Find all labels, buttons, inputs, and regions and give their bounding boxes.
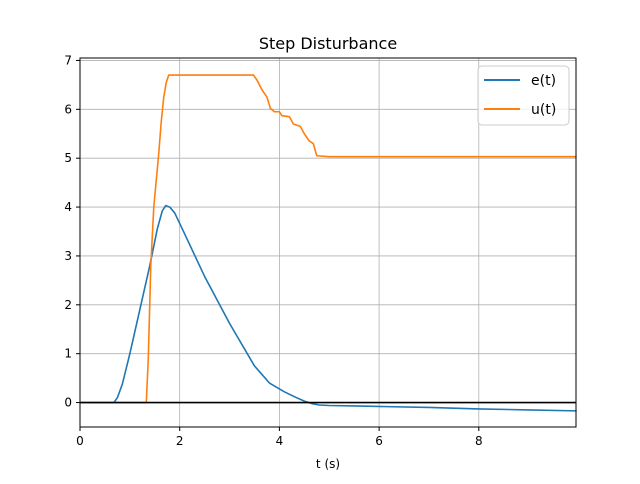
series-line-u — [79, 74, 577, 404]
x-tick-label: 0 — [76, 434, 84, 448]
x-axis-label: t (s) — [316, 457, 340, 471]
y-tick-label: 7 — [64, 53, 72, 67]
x-tick-label: 4 — [276, 434, 284, 448]
y-tick-label: 5 — [64, 151, 72, 165]
y-tick-label: 4 — [64, 200, 72, 214]
series-lines — [79, 74, 577, 412]
axis-ticks: 0 2 4 6 8 0 1 2 3 4 5 6 7 — [64, 53, 482, 448]
y-tick-label: 0 — [64, 396, 72, 410]
x-tick-label: 6 — [375, 434, 383, 448]
y-tick-label: 3 — [64, 249, 72, 263]
legend-label-e: e(t) — [531, 73, 556, 89]
legend-label-u: u(t) — [531, 102, 556, 118]
plot-frame — [79, 57, 577, 428]
y-tick-label: 6 — [64, 102, 72, 116]
legend: e(t) u(t) — [477, 65, 570, 126]
x-tick-label: 8 — [475, 434, 483, 448]
x-tick-label: 2 — [176, 434, 184, 448]
y-tick-label: 1 — [64, 347, 72, 361]
series-line-e — [79, 204, 577, 412]
chart-title: Step Disturbance — [259, 34, 397, 53]
y-tick-label: 2 — [64, 298, 72, 312]
grid-lines — [79, 58, 576, 427]
